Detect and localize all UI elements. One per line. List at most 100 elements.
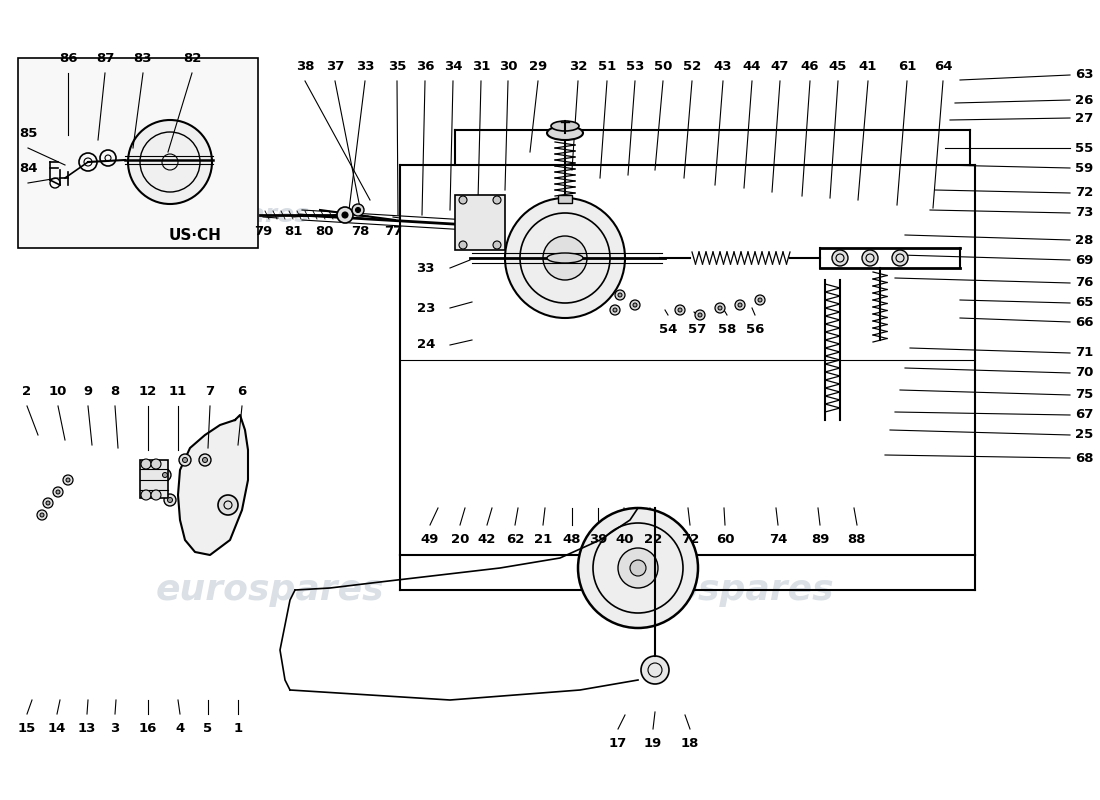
Circle shape [862, 250, 878, 266]
Text: 70: 70 [1075, 366, 1093, 379]
Text: 47: 47 [771, 60, 789, 73]
Text: 23: 23 [417, 302, 434, 314]
Text: 68: 68 [1075, 451, 1093, 465]
Circle shape [202, 458, 208, 462]
Text: 45: 45 [828, 60, 847, 73]
Circle shape [493, 196, 500, 204]
Text: 36: 36 [416, 60, 434, 73]
Text: 7: 7 [206, 385, 214, 398]
Text: 57: 57 [688, 323, 706, 336]
Circle shape [832, 250, 848, 266]
Text: 69: 69 [1075, 254, 1093, 266]
Circle shape [141, 459, 151, 469]
Text: 67: 67 [1075, 409, 1093, 422]
Circle shape [505, 198, 625, 318]
Text: 25: 25 [1075, 429, 1093, 442]
Text: 65: 65 [1075, 297, 1093, 310]
Text: 22: 22 [644, 533, 662, 546]
Circle shape [459, 196, 468, 204]
Polygon shape [178, 415, 248, 555]
Text: 72: 72 [1075, 186, 1093, 199]
Text: 84: 84 [19, 162, 37, 175]
Text: 33: 33 [417, 262, 434, 274]
Text: 44: 44 [742, 60, 761, 73]
Text: 87: 87 [96, 52, 114, 65]
Text: 63: 63 [1075, 69, 1093, 82]
Circle shape [698, 313, 702, 317]
Text: 18: 18 [681, 737, 700, 750]
Text: 33: 33 [355, 60, 374, 73]
Bar [455, 195, 505, 250]
Text: 85: 85 [19, 127, 37, 140]
Circle shape [53, 487, 63, 497]
Circle shape [493, 241, 500, 249]
Text: 39: 39 [588, 533, 607, 546]
Text: 10: 10 [48, 385, 67, 398]
Circle shape [755, 295, 764, 305]
Text: 54: 54 [659, 323, 678, 336]
Text: 49: 49 [421, 533, 439, 546]
Circle shape [632, 303, 637, 307]
Text: 8: 8 [110, 385, 120, 398]
Circle shape [630, 560, 646, 576]
Circle shape [164, 494, 176, 506]
Text: 29: 29 [529, 60, 547, 73]
Text: 53: 53 [626, 60, 645, 73]
Circle shape [718, 306, 722, 310]
Circle shape [613, 308, 617, 312]
Circle shape [610, 305, 620, 315]
Text: 64: 64 [934, 60, 953, 73]
Text: 5: 5 [204, 722, 212, 735]
Text: 30: 30 [498, 60, 517, 73]
Text: 2: 2 [22, 385, 32, 398]
Text: 81: 81 [284, 225, 302, 238]
Circle shape [37, 510, 47, 520]
Text: 62: 62 [506, 533, 525, 546]
Circle shape [337, 207, 353, 223]
Text: 9: 9 [84, 385, 92, 398]
Text: 24: 24 [417, 338, 434, 351]
Text: 74: 74 [769, 533, 788, 546]
Text: 48: 48 [563, 533, 581, 546]
Text: 52: 52 [683, 60, 701, 73]
Text: 59: 59 [1075, 162, 1093, 174]
Circle shape [160, 469, 170, 481]
Text: 56: 56 [746, 323, 764, 336]
Ellipse shape [547, 126, 583, 140]
Circle shape [66, 478, 70, 482]
Text: 16: 16 [139, 722, 157, 735]
Bar [558, 195, 572, 203]
Text: 66: 66 [1075, 315, 1093, 329]
Circle shape [578, 508, 698, 628]
Text: 19: 19 [644, 737, 662, 750]
Text: 60: 60 [716, 533, 735, 546]
Circle shape [183, 458, 187, 462]
Text: 14: 14 [47, 722, 66, 735]
Text: 17: 17 [609, 737, 627, 750]
Text: 76: 76 [1075, 277, 1093, 290]
Text: 20: 20 [451, 533, 470, 546]
Text: 78: 78 [351, 225, 370, 238]
Circle shape [738, 303, 742, 307]
Text: 32: 32 [569, 60, 587, 73]
Text: 41: 41 [859, 60, 877, 73]
Text: 73: 73 [1075, 206, 1093, 219]
Text: 27: 27 [1075, 111, 1093, 125]
Bar [18, 58, 258, 248]
Text: eurospares: eurospares [156, 573, 384, 607]
Text: 75: 75 [1075, 389, 1093, 402]
Text: 31: 31 [472, 60, 491, 73]
Circle shape [641, 656, 669, 684]
Text: 82: 82 [183, 52, 201, 65]
Text: 61: 61 [898, 60, 916, 73]
Circle shape [179, 454, 191, 466]
Text: 13: 13 [78, 722, 96, 735]
Circle shape [63, 475, 73, 485]
Text: 83: 83 [134, 52, 152, 65]
Circle shape [40, 513, 44, 517]
Ellipse shape [551, 121, 579, 131]
Circle shape [618, 548, 658, 588]
Text: 35: 35 [388, 60, 406, 73]
Text: 12: 12 [139, 385, 157, 398]
Text: 34: 34 [443, 60, 462, 73]
